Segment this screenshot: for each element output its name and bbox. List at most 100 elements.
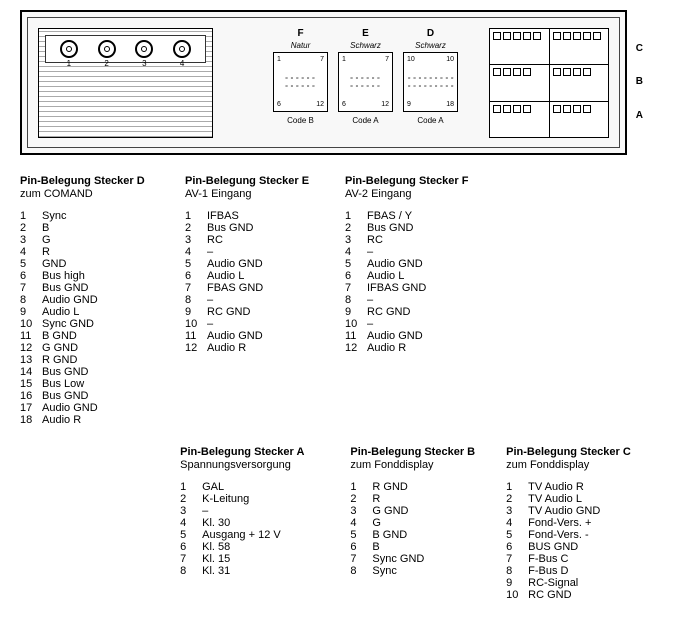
pin-row: 8– [185,294,267,306]
side-letter-labels: C B A [636,32,643,132]
pin-number: 5 [345,258,367,270]
pin-signal: Fond-Vers. - [528,529,604,541]
rca-jack: 1 [60,40,78,58]
pin-signal: Audio GND [42,294,102,306]
pin-row: 13R GND [20,354,102,366]
pin-signal: RC [367,234,430,246]
pin-block [490,102,550,137]
pin-number: 8 [185,294,207,306]
pin-signal: G [372,517,428,529]
pin-signal: TV Audio GND [528,505,604,517]
pin-corner: 10 [407,56,415,63]
pin-number: 18 [20,414,42,426]
pin-signal: Audio GND [367,258,430,270]
pin-row: 9Audio L [20,306,102,318]
pin-signal: IFBAS GND [367,282,430,294]
pin-number: 6 [20,270,42,282]
pin-signal: RC [207,234,267,246]
pin-number: 3 [345,234,367,246]
pin-row: 2Bus GND [185,222,267,234]
pin-row: 7FBAS GND [185,282,267,294]
pin-block [490,29,550,64]
pin-number: 6 [345,270,367,282]
pin-number: 9 [345,306,367,318]
connector-letter: E [338,28,393,39]
pin-signal: Bus GND [207,222,267,234]
pin-number: 4 [350,517,372,529]
pin-row: 7Sync GND [350,553,428,565]
pin-row: 9RC-Signal [506,577,604,589]
pin-block [550,102,609,137]
pin-number: 4 [185,246,207,258]
connector-code: Code B [273,116,328,125]
pin-number: 16 [20,390,42,402]
rca-label: 3 [137,59,151,68]
pin-row: 11B GND [20,330,102,342]
pin-row: 4R [20,246,102,258]
pin-signal: R GND [372,481,428,493]
pinout-title: Pin-Belegung Stecker A [180,446,335,458]
pin-signal: – [367,294,430,306]
pin-corner: 9 [407,101,411,108]
pin-number: 15 [20,378,42,390]
pin-signal: Bus GND [42,390,102,402]
pin-signal: R [42,246,102,258]
pin-number: 3 [180,505,202,517]
pin-row: 4Fond-Vers. + [506,517,604,529]
pin-signal: BUS GND [528,541,604,553]
pin-row: 4– [185,246,267,258]
pin-number: 13 [20,354,42,366]
pin-signal: Sync GND [372,553,428,565]
pin-number: 5 [180,529,202,541]
pin-number: 1 [20,210,42,222]
pin-number: 9 [20,306,42,318]
pin-row: 1R GND [350,481,428,493]
pin-signal: Fond-Vers. + [528,517,604,529]
connector-color: Schwarz [338,41,393,50]
pin-corner: 18 [446,101,454,108]
pin-row: 6B [350,541,428,553]
pin-number: 11 [20,330,42,342]
pin-signal: Bus GND [367,222,430,234]
pinout-subtitle: AV-2 Eingang [345,188,490,200]
pin-signal: Kl. 30 [202,517,285,529]
pin-row: 10Sync GND [20,318,102,330]
pin-row: 9RC GND [185,306,267,318]
pin-number: 4 [345,246,367,258]
pin-corner: 12 [316,101,324,108]
pin-signal: Audio GND [207,258,267,270]
pin-block [550,29,609,64]
pin-block [550,65,609,100]
pin-signal: F-Bus C [528,553,604,565]
pin-number: 6 [180,541,202,553]
pin-signal: – [207,294,267,306]
connector-box: 1010 ∘∘∘∘∘∘∘∘∘∘∘∘∘∘∘∘∘∘ 918 [403,52,458,112]
connector-a-row [490,102,608,137]
pin-signal: – [207,246,267,258]
pin-row: 8F-Bus D [506,565,604,577]
pin-row: 2TV Audio L [506,493,604,505]
pinout-subtitle: zum Fonddisplay [506,459,642,471]
pinout-row-1: Pin-Belegung Stecker D zum COMAND 1Sync2… [20,175,657,426]
pin-number: 7 [20,282,42,294]
pin-signal: IFBAS [207,210,267,222]
pin-number: 1 [506,481,528,493]
connector-color: Natur [273,41,328,50]
pin-number: 4 [180,517,202,529]
pin-row: 1FBAS / Y [345,210,430,222]
connector-abc-graphic [489,28,609,138]
pin-number: 6 [185,270,207,282]
side-letter: A [636,110,643,121]
pin-signal: Kl. 58 [202,541,285,553]
pin-number: 2 [180,493,202,505]
pin-signal: Audio R [367,342,430,354]
pin-row: 6BUS GND [506,541,604,553]
pin-row: 3– [180,505,285,517]
connector-f-graphic: F Natur 17 ∘∘∘∘∘∘∘∘∘∘∘∘ 612 Code B [273,28,328,125]
pin-table: 1TV Audio R2TV Audio L3TV Audio GND4Fond… [506,481,604,601]
pin-number: 2 [350,493,372,505]
pin-number: 8 [180,565,202,577]
pin-signal: Bus GND [42,282,102,294]
pin-row: 3RC [185,234,267,246]
pinout-subtitle: AV-1 Eingang [185,188,330,200]
